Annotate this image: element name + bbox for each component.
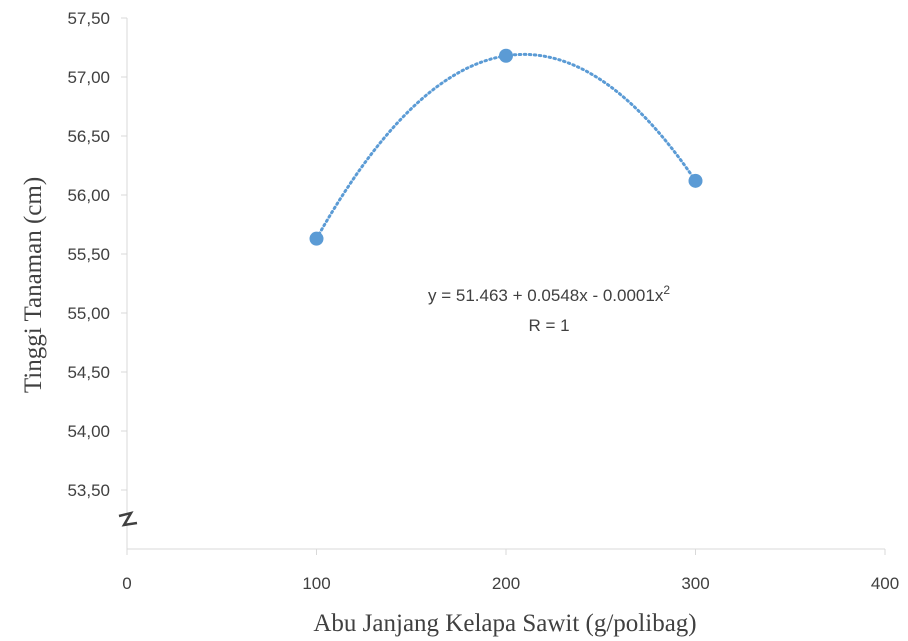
x-tick-label: 300 xyxy=(681,574,709,593)
y-tick-label: 55,50 xyxy=(67,245,110,264)
x-axis-title: Abu Janjang Kelapa Sawit (g/polibag) xyxy=(313,610,696,637)
x-tick-label: 200 xyxy=(492,574,520,593)
axis-break-mark xyxy=(118,511,138,527)
y-tick-label: 57,00 xyxy=(67,68,110,87)
x-tick-label: 400 xyxy=(871,574,899,593)
equation-exponent: 2 xyxy=(663,283,670,297)
y-axis-ticks: 57,50 57,00 56,50 56,00 55,50 55,00 54,50 54,00… xyxy=(67,9,127,500)
y-tick-label: 56,50 xyxy=(67,127,110,146)
y-axis-title: Tinggi Tanaman (cm) xyxy=(20,177,47,393)
data-point xyxy=(499,48,513,63)
trendline xyxy=(315,52,697,241)
data-point xyxy=(309,231,324,246)
y-tick-label: 57,50 xyxy=(67,9,110,28)
y-tick-label: 55,00 xyxy=(67,304,110,323)
r-value-label: R = 1 xyxy=(528,316,569,335)
y-tick-label: 54,50 xyxy=(67,363,110,382)
x-tick-label: 0 xyxy=(122,574,131,593)
data-point xyxy=(688,173,703,188)
equation-text: y = 51.463 + 0.0548x - 0.0001x xyxy=(428,286,664,305)
y-tick-label: 53,50 xyxy=(67,481,110,500)
trendline-equation: y = 51.463 + 0.0548x - 0.0001x2 xyxy=(428,283,670,305)
y-tick-label: 56,00 xyxy=(67,186,110,205)
x-axis-ticks: 0 100 200 300 400 xyxy=(122,549,899,593)
y-tick-label: 54,00 xyxy=(67,422,110,441)
x-tick-label: 100 xyxy=(302,574,330,593)
data-points xyxy=(309,48,703,246)
